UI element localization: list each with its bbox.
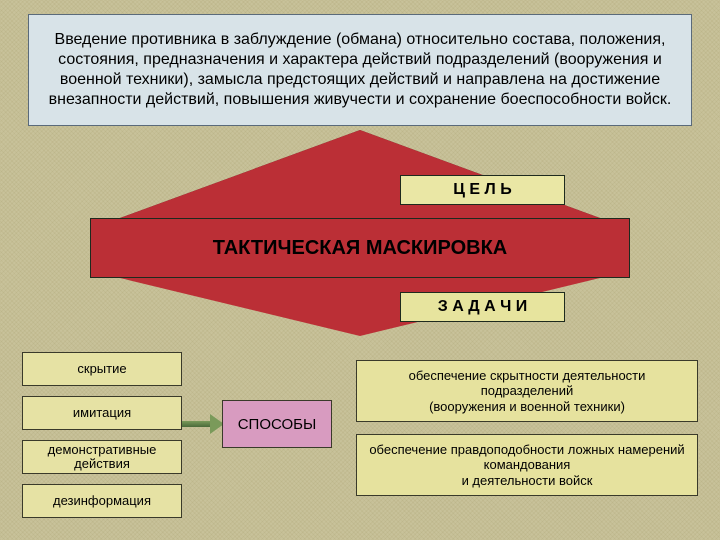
methods-title-box: СПОСОБЫ (222, 400, 332, 448)
goal-label-text: Ц Е Л Ь (453, 181, 511, 199)
goal-label: Ц Е Л Ь (400, 175, 565, 205)
method-item: скрытие (22, 352, 182, 386)
tasks-label-text: З А Д А Ч И (438, 298, 528, 316)
main-title-box: ТАКТИЧЕСКАЯ МАСКИРОВКА (90, 218, 630, 278)
definition-box: Введение противника в заблуждение (обман… (28, 14, 692, 126)
task-item: обеспечение правдоподобности ложных наме… (356, 434, 698, 496)
method-item: дезинформация (22, 484, 182, 518)
methods-title-text: СПОСОБЫ (238, 416, 317, 433)
main-title-text: ТАКТИЧЕСКАЯ МАСКИРОВКА (213, 237, 507, 260)
method-item: имитация (22, 396, 182, 430)
task-item: обеспечение скрытности деятельности подр… (356, 360, 698, 422)
method-item: демонстративные действия (22, 440, 182, 474)
tasks-label: З А Д А Ч И (400, 292, 565, 322)
definition-text: Введение противника в заблуждение (обман… (37, 30, 683, 110)
